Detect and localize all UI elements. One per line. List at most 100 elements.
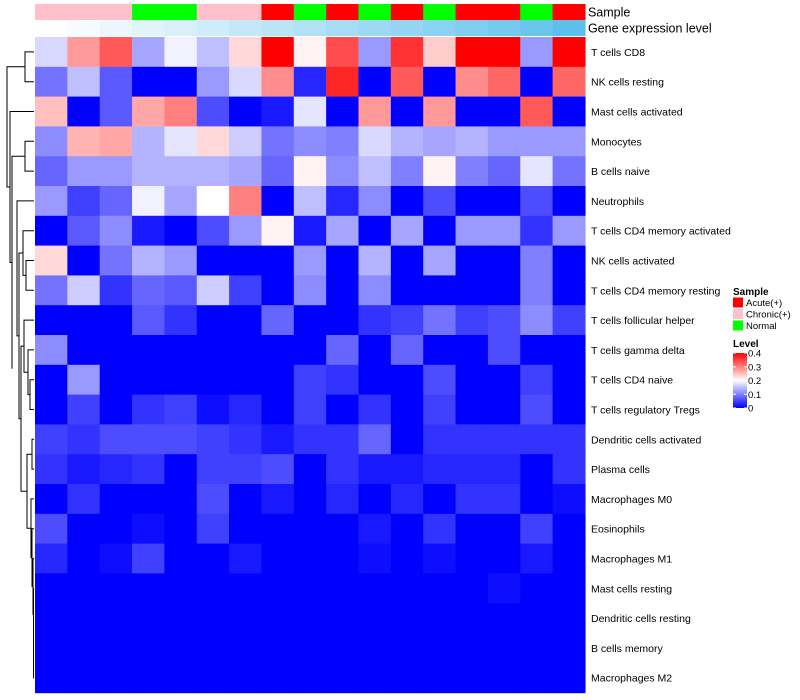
heatmap-cell [520, 215, 554, 247]
heatmap-cell [423, 573, 457, 604]
heatmap-cell [455, 305, 489, 336]
heatmap-cell [67, 603, 101, 634]
heatmap-cell [487, 543, 521, 574]
row-label: B cells memory [591, 643, 664, 655]
heatmap-cell [164, 126, 198, 157]
heatmap-cell [132, 364, 165, 396]
heatmap-cell [390, 573, 424, 604]
heatmap-cell [390, 126, 424, 157]
heatmap-cell [326, 662, 360, 694]
heatmap-cell [35, 513, 68, 545]
annotation-cell-gene_level [67, 20, 101, 36]
heatmap-cell [293, 662, 327, 694]
heatmap-cell [293, 424, 327, 455]
heatmap-cell [99, 424, 133, 455]
heatmap-cell [293, 215, 327, 247]
heatmap-cell [326, 245, 360, 276]
heatmap-cell [326, 37, 360, 68]
heatmap-cell [326, 424, 360, 455]
heatmap-cell [455, 156, 489, 187]
heatmap-cell [423, 424, 457, 455]
heatmap-cell [358, 543, 392, 574]
legend-level-label: 0.1 [748, 390, 761, 401]
annotation-cell-gene_level [487, 20, 521, 36]
legend-swatch [733, 309, 743, 319]
heatmap-cell [99, 633, 133, 664]
heatmap-cell [326, 364, 360, 396]
heatmap-cell [196, 186, 230, 217]
heatmap-cell [67, 126, 101, 157]
annotation-cell-gene_level [293, 20, 327, 36]
heatmap-cell [455, 454, 489, 485]
heatmap-cell [67, 335, 101, 366]
heatmap-cell [552, 364, 586, 396]
heatmap-cell [487, 633, 521, 664]
heatmap-cell [99, 454, 133, 485]
heatmap-cell [229, 305, 263, 336]
heatmap-cell [326, 186, 360, 217]
heatmap-cell [261, 454, 295, 485]
heatmap-cell [552, 126, 586, 157]
heatmap-cell [390, 364, 424, 396]
heatmap-cell [261, 335, 295, 366]
row-label: Macrophages M1 [591, 554, 672, 566]
row-label: Mast cells resting [591, 583, 672, 595]
heatmap-cell [164, 603, 198, 634]
heatmap-cell [164, 424, 198, 455]
heatmap-cell [423, 484, 457, 515]
heatmap-cell [132, 633, 165, 664]
heatmap-cell [326, 543, 360, 574]
heatmap-cell [261, 96, 295, 127]
heatmap-cell [358, 186, 392, 217]
heatmap-cell [487, 215, 521, 247]
heatmap-cell [67, 37, 101, 68]
heatmap-cell [67, 66, 101, 98]
row-label: Monocytes [591, 136, 642, 148]
dendrogram-branch [6, 66, 25, 188]
heatmap-cell [390, 96, 424, 127]
row-label: T cells CD8 [591, 47, 645, 59]
heatmap-cell [455, 126, 489, 157]
heatmap-cell [358, 424, 392, 455]
dendrogram-branch [31, 438, 34, 470]
heatmap-cell [520, 245, 554, 276]
row-label: T cells CD4 memory resting [591, 285, 720, 297]
heatmap-cell [35, 662, 68, 694]
heatmap-cell [229, 215, 263, 247]
heatmap-cell [455, 573, 489, 604]
heatmap-cell [293, 275, 327, 306]
heatmap-cell [196, 96, 230, 127]
heatmap-cell [390, 633, 424, 664]
heatmap-cell [196, 37, 230, 68]
heatmap-cell [552, 633, 586, 664]
heatmap-cells [35, 37, 586, 694]
heatmap-cell [35, 364, 68, 396]
heatmap-cell [552, 215, 586, 247]
heatmap-cell [196, 245, 230, 276]
heatmap-cell [132, 484, 165, 515]
heatmap-cell [358, 662, 392, 694]
heatmap-cell [229, 37, 263, 68]
heatmap-cell [520, 156, 554, 187]
heatmap-cell [261, 215, 295, 247]
heatmap-cell [164, 633, 198, 664]
heatmap-cell [552, 37, 586, 68]
heatmap-cell [67, 484, 101, 515]
heatmap-cell [67, 186, 101, 217]
heatmap-cell [196, 454, 230, 485]
heatmap-cell [455, 543, 489, 574]
heatmap-cell [99, 37, 133, 68]
heatmap-cell [390, 662, 424, 694]
heatmap-cell [390, 245, 424, 276]
legend-swatch [733, 320, 743, 331]
heatmap-cell [261, 364, 295, 396]
heatmap-cell [520, 543, 554, 574]
heatmap-cell [358, 364, 392, 396]
heatmap-cell [99, 513, 133, 545]
dendrogram-branch [24, 51, 34, 83]
heatmap-cell [132, 186, 165, 217]
heatmap-cell [164, 484, 198, 515]
heatmap-cell [164, 364, 198, 396]
